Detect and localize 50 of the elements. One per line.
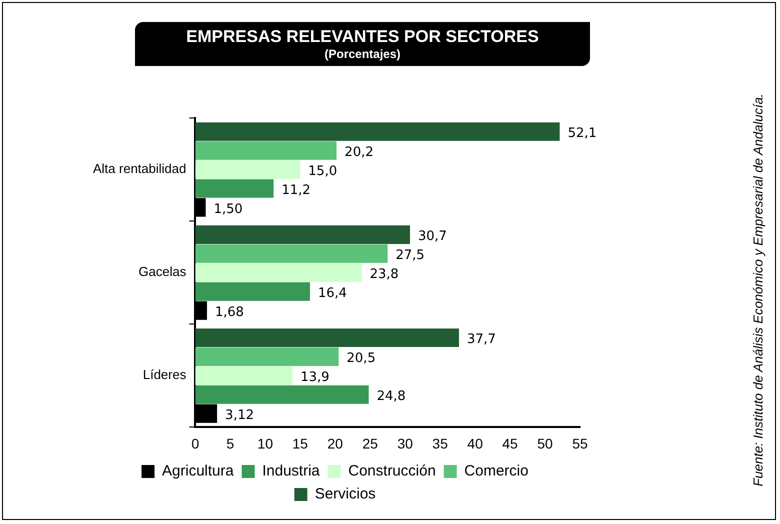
bar xyxy=(195,263,362,282)
data-label: 37,7 xyxy=(466,332,496,348)
legend-label: Comercio xyxy=(464,462,528,480)
x-tick-label: 35 xyxy=(432,435,448,452)
x-tick-label: 30 xyxy=(397,435,414,452)
bar xyxy=(195,122,560,141)
x-tick-label: 25 xyxy=(362,435,378,452)
y-tick-label: Líderes xyxy=(142,367,187,382)
bar xyxy=(195,160,300,179)
data-label: 3,12 xyxy=(225,408,254,423)
data-label: 15,0 xyxy=(308,164,338,179)
bar xyxy=(195,385,369,404)
data-label: 24,8 xyxy=(376,389,406,404)
bar xyxy=(195,366,292,385)
x-tick-label: 0 xyxy=(191,435,200,452)
legend-label: Servicios xyxy=(314,486,376,503)
data-label: 30,7 xyxy=(418,229,447,244)
data-label: 52,1 xyxy=(568,126,597,141)
legend-label: Industria xyxy=(262,462,320,480)
data-label: 20,2 xyxy=(344,144,374,160)
bar xyxy=(195,244,388,263)
data-label: 1,50 xyxy=(214,202,243,217)
x-tick-label: 40 xyxy=(467,435,484,452)
data-label: 1,68 xyxy=(214,304,244,320)
data-label: 20,5 xyxy=(346,351,376,366)
x-tick-label: 15 xyxy=(292,435,308,452)
y-tick-label: Alta rentabilidad xyxy=(92,161,186,176)
bar xyxy=(195,328,459,348)
bar xyxy=(195,347,339,366)
data-label: 16,4 xyxy=(318,286,347,301)
bar xyxy=(195,179,274,198)
y-tick-label: Gacelas xyxy=(138,264,187,280)
x-tick-label: 20 xyxy=(327,435,344,452)
bar xyxy=(195,282,310,301)
source-note: Fuente: Instituto de Análisis Económico y Empresarial de Andalucía. xyxy=(750,94,766,486)
x-tick-label: 55 xyxy=(572,435,588,452)
legend-label: Agricultura xyxy=(162,462,234,480)
data-label: 11,2 xyxy=(282,182,311,198)
data-label: 13,9 xyxy=(300,370,330,386)
bar xyxy=(195,225,410,244)
chart-subtitle: (Porcentajes) xyxy=(323,47,402,61)
legend-label: Construcción xyxy=(348,462,436,480)
x-tick-label: 45 xyxy=(502,435,518,452)
chart-title: EMPRESAS RELEVANTES POR SECTORES xyxy=(185,27,540,47)
bar xyxy=(195,141,337,160)
data-label: 27,5 xyxy=(396,248,425,264)
x-tick-label: 50 xyxy=(537,435,554,452)
x-tick-label: 10 xyxy=(257,435,274,452)
x-tick-label: 5 xyxy=(226,435,234,452)
data-label: 23,8 xyxy=(370,266,399,282)
